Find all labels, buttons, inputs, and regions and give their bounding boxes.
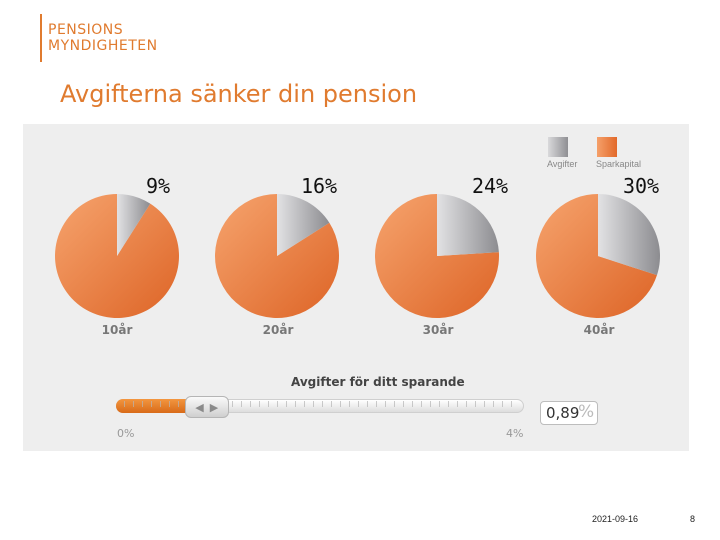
fee-percent-10: 9% xyxy=(145,174,171,198)
fee-percent-40: 30% xyxy=(622,174,660,198)
fee-value: 0,89 xyxy=(546,404,580,422)
legend-swatch-fees xyxy=(548,137,568,157)
slider-title: Avgifter för ditt sparande xyxy=(291,375,465,389)
logo-line-1: PENSIONS xyxy=(48,22,124,38)
age-label-20: 20år xyxy=(262,323,294,337)
slider-ticks xyxy=(124,401,516,407)
pie-slice-capital-40år xyxy=(536,194,657,318)
age-label-30: 30år xyxy=(422,323,454,337)
age-label-40: 40år xyxy=(583,323,615,337)
fee-slider-thumb[interactable]: ◀ ▶ xyxy=(184,396,229,418)
logo-line-2: MYNDIGHETEN xyxy=(48,38,158,54)
arrow-right-icon: ▶ xyxy=(209,401,219,414)
slider-min-label: 0% xyxy=(117,427,135,440)
fee-value-field[interactable] xyxy=(540,401,598,425)
pie-slice-fee-40år xyxy=(598,194,660,276)
legend-label-fees: Avgifter xyxy=(547,159,578,169)
fee-percent-30: 24% xyxy=(471,174,509,198)
arrow-left-icon: ◀ xyxy=(195,401,204,414)
fee-percent-20: 16% xyxy=(300,174,338,198)
pie-slice-fee-10år xyxy=(117,194,151,256)
slide-title: Avgifterna sänker din pension xyxy=(60,80,418,108)
legend-label-capital: Sparkapital xyxy=(596,159,642,169)
logo-bar xyxy=(40,14,42,62)
pie-slice-fee-30år xyxy=(437,194,499,256)
fee-unit: % xyxy=(578,402,595,422)
page-number: 8 xyxy=(690,514,696,524)
footer-date: 2021-09-16 xyxy=(592,514,639,524)
pie-slice-fee-20år xyxy=(277,194,330,256)
legend-swatch-capital xyxy=(597,137,617,157)
age-label-10: 10år xyxy=(101,323,133,337)
slider-max-label: 4% xyxy=(506,427,524,440)
